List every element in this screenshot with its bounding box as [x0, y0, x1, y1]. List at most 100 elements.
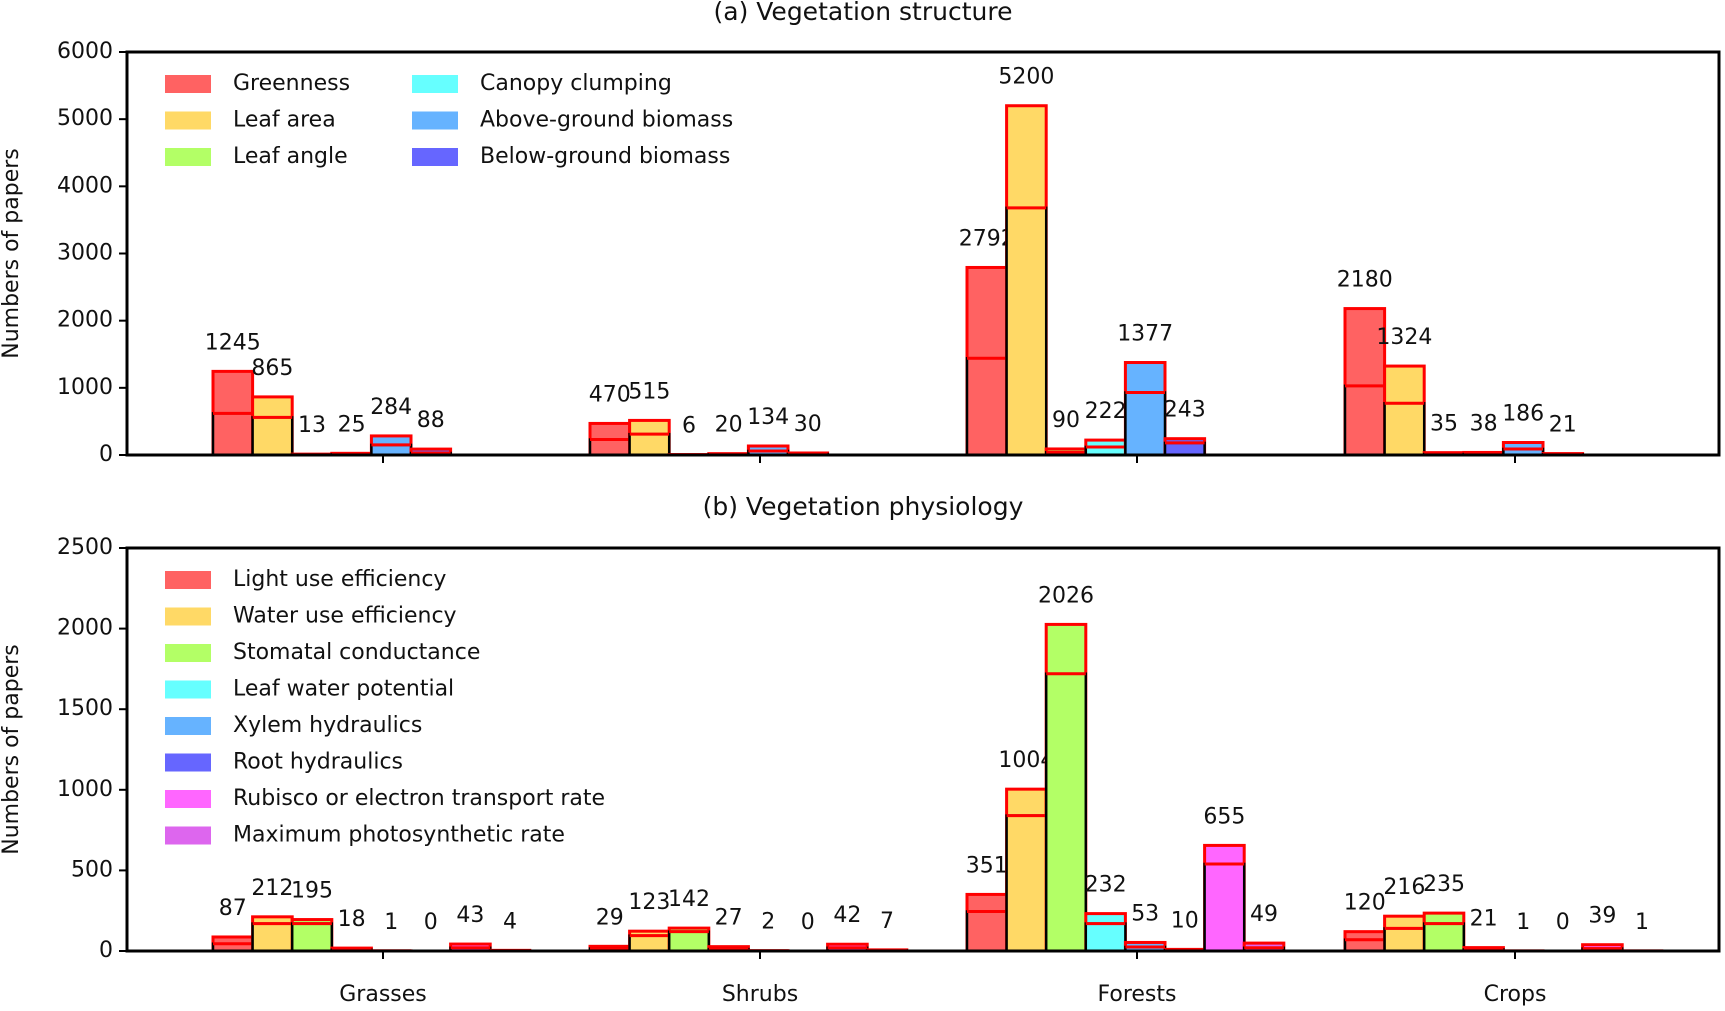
bar-inner: [251, 922, 294, 953]
value-label: 655: [1203, 804, 1245, 829]
value-label: 212: [251, 876, 293, 901]
chart-title: (a) Vegetation structure: [714, 0, 1013, 26]
legend-label: Greenness: [233, 71, 350, 96]
value-label: 49: [1250, 902, 1278, 927]
legend-swatch: [165, 75, 211, 93]
legend-swatch: [165, 607, 211, 626]
y-tick-label: 3000: [57, 241, 113, 266]
bar-inner: [588, 438, 631, 457]
bar-inner: [1005, 814, 1048, 953]
value-label: 42: [833, 903, 861, 928]
value-label: 4: [503, 909, 517, 934]
value-label: 0: [801, 910, 815, 935]
bar-inner: [667, 930, 711, 953]
value-label: 2026: [1038, 583, 1094, 608]
value-label: 21: [1549, 413, 1577, 438]
value-label: 5200: [998, 65, 1054, 90]
x-tick-label: Grasses: [339, 982, 427, 1007]
legend-label: Stomatal conductance: [233, 640, 480, 665]
legend-swatch: [165, 571, 211, 589]
legend-label: Leaf water potential: [233, 677, 454, 702]
legend-label: Maximum photosynthetic rate: [233, 823, 565, 848]
y-tick-label: 5000: [57, 106, 113, 131]
value-label: 123: [628, 890, 670, 915]
x-tick-label: Crops: [1484, 982, 1547, 1007]
legend-label: Root hydraulics: [233, 750, 403, 775]
value-label: 1324: [1376, 325, 1432, 350]
value-label: 13: [298, 413, 326, 438]
value-label: 27: [715, 906, 743, 931]
y-tick-label: 2000: [57, 616, 113, 641]
value-label: 0: [1556, 910, 1570, 935]
legend-label: Leaf angle: [233, 144, 348, 169]
value-label: 470: [589, 382, 631, 407]
legend-swatch: [165, 148, 211, 166]
legend-label: Light use efficiency: [233, 567, 446, 592]
value-label: 10: [1171, 908, 1199, 933]
bar-inner: [290, 922, 334, 953]
value-label: 35: [1430, 412, 1458, 437]
value-label: 1245: [205, 330, 261, 355]
value-label: 134: [747, 405, 789, 430]
plot-frame: [125, 546, 1721, 953]
bar-inner: [1044, 672, 1088, 953]
y-tick-label: 2500: [57, 535, 113, 560]
legend-swatch: [165, 717, 211, 735]
bar-inner: [1422, 922, 1466, 953]
value-label: 6: [682, 414, 696, 439]
y-tick-label: 1000: [57, 375, 113, 400]
value-label: 1: [384, 910, 398, 935]
value-label: 186: [1502, 402, 1544, 427]
value-label: 284: [370, 395, 412, 420]
value-label: 2: [761, 910, 775, 935]
legend-label: Below-ground biomass: [480, 144, 730, 169]
value-label: 2180: [1337, 268, 1393, 293]
legend-swatch: [165, 644, 211, 662]
value-label: 195: [291, 879, 333, 904]
value-label: 18: [338, 907, 366, 932]
legend-label: Above-ground biomass: [480, 108, 733, 133]
value-label: 235: [1423, 872, 1465, 897]
value-label: 222: [1085, 399, 1127, 424]
legend-swatch: [412, 111, 458, 130]
bar-inner: [251, 416, 294, 457]
value-label: 7: [880, 909, 894, 934]
bar-inner: [1124, 391, 1167, 457]
value-label: 88: [417, 408, 445, 433]
value-label: 865: [251, 356, 293, 381]
legend-label: Rubisco or electron transport rate: [233, 786, 605, 811]
value-label: 120: [1344, 891, 1386, 916]
value-label: 232: [1085, 873, 1127, 898]
y-tick-label: 500: [71, 857, 113, 882]
y-axis-label: Numbers of papers: [0, 148, 24, 358]
bar-inner: [1163, 441, 1206, 457]
value-label: 30: [794, 412, 822, 437]
bar-inner: [1203, 862, 1246, 953]
y-tick-label: 6000: [57, 39, 113, 64]
value-label: 29: [596, 905, 624, 930]
legend-label: Water use efficiency: [233, 604, 457, 629]
y-tick-label: 1000: [57, 777, 113, 802]
value-label: 1377: [1117, 322, 1173, 347]
value-label: 515: [628, 379, 670, 404]
bar-inner: [965, 357, 1008, 457]
value-label: 90: [1052, 408, 1080, 433]
legend-swatch: [165, 753, 211, 772]
value-label: 243: [1164, 398, 1206, 423]
bar-inner: [370, 443, 413, 457]
y-axis-label: Numbers of papers: [0, 644, 24, 854]
legend-swatch: [412, 148, 458, 166]
value-label: 20: [715, 413, 743, 438]
y-tick-label: 4000: [57, 173, 113, 198]
legend-swatch: [165, 826, 211, 845]
legend-swatch: [165, 680, 211, 699]
value-label: 216: [1383, 875, 1425, 900]
value-label: 38: [1470, 411, 1498, 436]
y-tick-label: 0: [99, 442, 113, 467]
y-tick-label: 2000: [57, 308, 113, 333]
bar-inner: [1343, 938, 1386, 953]
x-tick-label: Forests: [1098, 982, 1177, 1007]
value-label: 1: [1516, 910, 1530, 935]
bar-inner: [1005, 206, 1048, 457]
